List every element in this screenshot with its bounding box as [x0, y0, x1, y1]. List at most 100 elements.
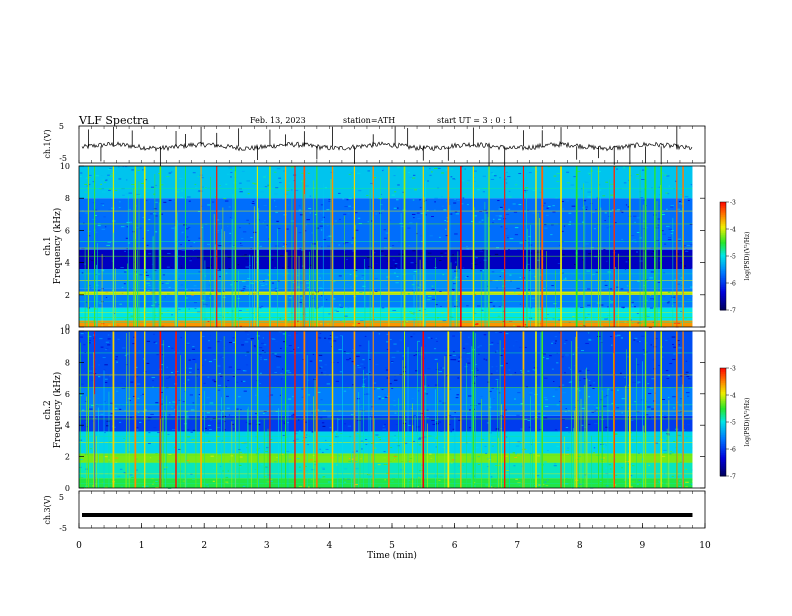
ch2-spectrogram-speckle	[563, 343, 566, 345]
ch2-spectrogram-speckle	[553, 381, 555, 383]
ch1-spectrogram-speckle	[529, 244, 533, 246]
ch1-spectrogram-speckle	[689, 223, 693, 225]
ch3-ytick-top: 5	[59, 493, 64, 502]
ch2-spectrogram-speckle	[678, 349, 681, 351]
ch1-spectrogram-speckle	[668, 236, 672, 238]
ch2-spectrogram-speckle	[155, 452, 158, 454]
ch2-spectrogram-speckle	[355, 460, 358, 462]
ch1-spectrogram-speckle	[608, 288, 613, 290]
ch2-spectrogram-speckle	[245, 467, 248, 469]
ch2-spectrogram-speckle	[649, 417, 651, 419]
ch2-spectrogram-speckle	[663, 452, 667, 454]
ch1-spectrogram-speckle	[678, 200, 681, 202]
ch1-spectrogram-speckle	[161, 256, 164, 258]
ch2-spectrogram-speckle	[192, 402, 195, 404]
ch2-spectrogram-speckle	[232, 337, 235, 339]
ch1-spectrogram-speckle	[264, 279, 269, 281]
ch2-spectrogram-speckle	[203, 382, 206, 384]
ch1-colorbar-swatch	[720, 283, 726, 286]
ch2-spectrogram-speckle	[549, 355, 552, 357]
ch1-spectrogram-speckle	[501, 270, 505, 272]
ch2-spectrogram-speckle	[129, 440, 132, 442]
ch1-colorbar-swatch	[720, 256, 726, 259]
ch1-spectrogram-speckle	[452, 178, 456, 180]
ch1-spectrogram-speckle	[80, 172, 83, 174]
ch1-spectrogram-speckle	[293, 281, 295, 283]
ch1-spectrogram-speckle	[629, 319, 632, 321]
ch1-colorbar-swatch	[720, 270, 726, 273]
ch2-spectrogram-speckle	[526, 476, 529, 478]
ch1-spectrogram-speckle	[547, 166, 551, 168]
ch1-spectrogram-speckle	[217, 291, 222, 293]
ch1-spectrogram-speckle	[527, 209, 530, 211]
ch2-spectrogram-speckle	[246, 351, 250, 353]
ch2-colorbar-swatch	[720, 468, 726, 472]
ch1-spectrogram-speckle	[678, 240, 681, 242]
ch1-spectrogram-speckle	[516, 325, 521, 327]
ch2-spectrogram-speckle	[137, 411, 140, 413]
ch2-spectrogram-speckle	[263, 392, 267, 394]
ch1-spectrogram-speckle	[320, 323, 323, 325]
ch1-spectrogram-speckle	[247, 293, 250, 295]
ch2-spectrogram-speckle	[440, 430, 443, 432]
ch1-spectrogram-speckle	[652, 250, 655, 252]
ch1-colorbar-swatch	[720, 238, 726, 241]
ch2-spectrogram-speckle	[243, 370, 247, 372]
ch1-spectrogram-speckle	[412, 174, 416, 176]
ch1-spectrogram-speckle	[453, 283, 456, 285]
ch1-spectrogram-speckle	[607, 306, 609, 308]
ch2-spectrogram-speckle	[652, 359, 656, 361]
ch1-spectrogram-speckle	[201, 226, 203, 228]
ch2-spectrogram-speckle	[155, 481, 158, 483]
ch2-spectrogram-speckle	[332, 443, 335, 445]
ch2-spectrogram-speckle	[325, 448, 329, 450]
ch1-spectrogram-speckle	[558, 244, 561, 246]
ch2-spectrogram-speckle	[146, 362, 150, 364]
ch2-spectrogram-speckle	[175, 440, 179, 442]
ch1-spectrogram-speckle	[380, 193, 383, 195]
ch2-colorbar-swatch	[720, 449, 726, 452]
ch2-spectrogram-speckle	[450, 359, 454, 361]
ch2-spectrogram-speckle	[243, 390, 247, 392]
ch1-spectrogram-speckle	[482, 175, 487, 177]
ch1-spectrogram-speckle	[427, 252, 432, 254]
ch1-spectrogram-speckle	[180, 196, 183, 198]
ch1-colorbar-swatch	[720, 261, 726, 264]
ch1-spectrogram-speckle	[194, 186, 198, 188]
ch2-spectrogram-speckle	[384, 393, 387, 395]
ch1-spectrogram-speckle	[194, 308, 197, 310]
ch2-spectrogram-speckle	[240, 409, 242, 411]
ch1-spectrogram-speckle	[272, 252, 277, 254]
ch1-spectrogram-speckle	[204, 275, 207, 277]
ch2-spectrogram-speckle	[390, 361, 394, 363]
ch1-spectrogram-speckle	[569, 221, 572, 223]
ch1-spectrogram-speckle	[464, 193, 466, 195]
ch2-spectrogram-speckle	[233, 428, 236, 430]
ch2-spectrogram-speckle	[435, 446, 437, 448]
ch1-spectrogram-speckle	[358, 222, 363, 224]
ch2-spectrogram-speckle	[514, 372, 517, 374]
ch2-spectrogram-speckle	[348, 458, 351, 460]
ch1-spectrogram-speckle	[98, 302, 103, 304]
ch1-spectrogram-speckle	[687, 299, 691, 301]
ch1-spectrogram-speckle	[306, 224, 310, 226]
ch2-colorbar-swatch	[720, 429, 726, 432]
ch2-spectrogram-speckle	[427, 384, 430, 386]
ch1-spectrogram-speckle	[455, 276, 459, 278]
ch2-spectrogram-speckle	[685, 481, 689, 483]
ch1-spectrogram-speckle	[573, 176, 577, 178]
ch2-spectrogram-speckle	[375, 364, 379, 366]
ch2-spectrogram-speckle	[189, 371, 192, 373]
ch1-spectrogram-speckle	[680, 194, 682, 196]
ch2-spectrogram-speckle	[171, 406, 173, 408]
ch2-spectrogram-speckle	[138, 350, 141, 352]
ch2-spectrogram-speckle	[360, 458, 362, 460]
ch2-spectrogram-speckle	[650, 344, 652, 346]
ch2-spectrogram-speckle	[165, 433, 169, 435]
ch2-spectrogram-speckle	[99, 338, 103, 340]
ch2-spectrogram-speckle	[324, 364, 328, 366]
ch1-spectrogram-speckle	[246, 180, 251, 182]
ch1-spectrogram-speckle	[562, 174, 564, 176]
ch1-spectrogram-speckle	[111, 173, 114, 175]
ch1-spectrogram-speckle	[171, 227, 175, 229]
